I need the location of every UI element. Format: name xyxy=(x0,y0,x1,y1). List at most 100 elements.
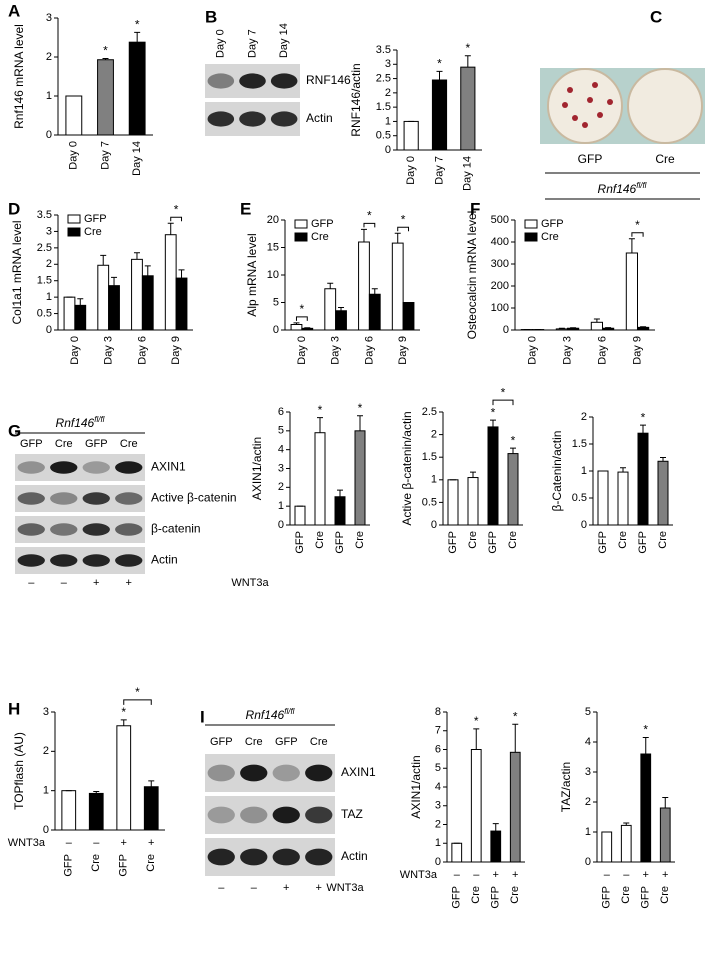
stain xyxy=(562,102,568,108)
y-tick-label: 3 xyxy=(43,706,49,718)
y-tick-label: 3 xyxy=(278,462,284,474)
y-tick-label: 7 xyxy=(435,725,441,737)
error-bar xyxy=(102,58,109,60)
blot-band xyxy=(50,461,78,474)
blot-band xyxy=(305,848,333,866)
band-label: Active β-catenin xyxy=(151,491,237,505)
panel-letter: F xyxy=(470,199,480,218)
bar xyxy=(116,725,132,831)
x-tick-label: Day 9 xyxy=(397,336,409,365)
stain xyxy=(567,87,573,93)
bar xyxy=(640,753,652,863)
treatment-label: WNT3a xyxy=(326,882,364,894)
treatment-sign: – xyxy=(454,869,461,881)
y-tick-label: 1 xyxy=(46,291,52,303)
blot-band xyxy=(115,461,143,474)
panel-letter: B xyxy=(205,7,217,26)
bar xyxy=(590,321,603,331)
error-bar xyxy=(640,424,646,434)
error-bar xyxy=(642,737,649,754)
stain xyxy=(582,122,588,128)
bracket xyxy=(123,699,152,705)
bar xyxy=(324,288,337,331)
y-tick-label: 1 xyxy=(585,826,591,838)
treatment-sign: – xyxy=(623,869,630,881)
bar xyxy=(88,792,104,831)
blot-band xyxy=(82,461,110,474)
x-tick-label: Cre xyxy=(617,531,629,549)
error-bar xyxy=(394,232,401,244)
bar xyxy=(617,471,629,526)
blot-band xyxy=(207,806,235,824)
legend-label: Cre xyxy=(541,231,559,243)
y-tick-label: 0 xyxy=(273,324,279,336)
x-tick-label: Day 9 xyxy=(631,336,643,365)
error-bar xyxy=(662,797,669,808)
treatment-sign: + xyxy=(493,869,499,881)
error-bar xyxy=(134,31,141,43)
lane-label: GFP xyxy=(210,736,233,748)
error-bar xyxy=(640,326,647,328)
genotype: Rnf146fl/fl xyxy=(56,415,105,430)
dish xyxy=(627,68,703,144)
error-bar xyxy=(492,823,499,832)
error-bar xyxy=(436,70,443,80)
x-tick-label: GFP xyxy=(118,854,130,877)
x-tick-label: Cre xyxy=(467,531,479,549)
x-tick-label: Day 6 xyxy=(363,336,375,365)
significance: * xyxy=(367,209,372,223)
bar xyxy=(108,285,120,331)
genotype-gene: Rnf146 xyxy=(598,182,637,196)
error-bar xyxy=(660,457,666,462)
blot-band xyxy=(272,764,300,782)
x-tick-label: GFP xyxy=(451,886,463,909)
legend-swatch xyxy=(524,232,538,242)
x-tick-label: GFP xyxy=(447,531,459,554)
panel-letter: D xyxy=(8,199,20,218)
y-tick-label: 2 xyxy=(581,411,587,423)
blot-band xyxy=(272,848,300,866)
blot-band xyxy=(115,492,143,505)
bar xyxy=(601,831,613,863)
legend-label: GFP xyxy=(541,218,564,230)
bar xyxy=(555,328,568,331)
bar xyxy=(602,327,615,331)
y-tick-label: 0 xyxy=(503,324,509,336)
blot-band xyxy=(207,848,235,866)
y-tick-label: 500 xyxy=(491,214,509,226)
treatment-sign: + xyxy=(126,577,132,589)
bar xyxy=(74,304,87,331)
y-tick-label: 3 xyxy=(46,12,52,24)
y-axis-label: TOPflash (AU) xyxy=(12,732,26,810)
y-tick-label: 2 xyxy=(585,796,591,808)
x-tick-label: GFP xyxy=(601,886,613,909)
y-tick-label: 3 xyxy=(46,225,52,237)
bar xyxy=(65,95,83,136)
bar xyxy=(97,264,110,331)
legend-label: Cre xyxy=(84,226,102,238)
error-bar xyxy=(338,306,345,311)
y-tick-label: 0 xyxy=(278,519,284,531)
bracket xyxy=(397,226,410,232)
error-bar xyxy=(100,254,107,266)
bar xyxy=(354,430,366,526)
blot-band xyxy=(207,764,235,782)
y-tick-label: 0 xyxy=(43,824,49,836)
y-tick-label: 3 xyxy=(585,766,591,778)
y-tick-label: 1 xyxy=(385,115,391,127)
lane-label: Cre xyxy=(120,438,138,450)
y-tick-label: 1 xyxy=(435,837,441,849)
blot-band xyxy=(17,461,45,474)
x-tick-label: GFP xyxy=(63,854,75,877)
panel-letter: E xyxy=(240,199,251,218)
error-bar xyxy=(77,298,84,306)
y-tick-label: 1.5 xyxy=(37,275,52,287)
bar xyxy=(391,242,404,331)
x-tick-label: GFP xyxy=(597,531,609,554)
x-tick-label: GFP xyxy=(294,531,306,554)
x-tick-label: Day 0 xyxy=(526,336,538,365)
bar xyxy=(637,432,649,526)
y-tick-label: 3 xyxy=(385,58,391,70)
error-bar xyxy=(490,419,496,427)
